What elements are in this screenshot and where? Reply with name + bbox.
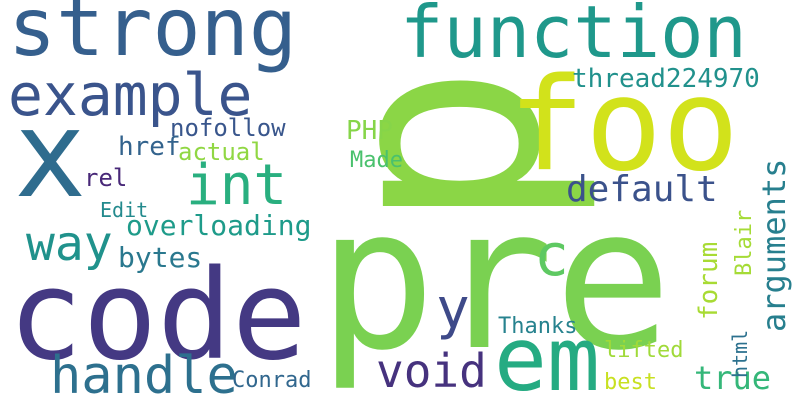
word-Made: Made [350, 148, 403, 173]
word-bytes: bytes [118, 241, 203, 274]
word-x: x [14, 86, 87, 225]
word-c: c [534, 221, 569, 289]
word-nofollow: nofollow [170, 114, 286, 142]
word-void: void [376, 344, 487, 398]
word-rel: rel [84, 164, 128, 192]
word-example: example [8, 61, 253, 129]
word-default: default [566, 169, 718, 210]
word-href: href [118, 132, 181, 162]
word-strong: strong [8, 0, 297, 74]
word-html: html [728, 329, 752, 378]
word-code: code [8, 244, 307, 388]
word-handle: handle [50, 346, 238, 400]
word-foo: foo [508, 51, 740, 200]
word-em: em [494, 308, 600, 400]
word-int: int [186, 153, 288, 218]
word-lifted: lifted [604, 338, 684, 363]
word-PHP: PHP [346, 116, 393, 146]
word-thread224970: thread224970 [572, 64, 760, 94]
word-actual: actual [178, 138, 265, 166]
word-y: y [436, 277, 470, 342]
word-overloading: overloading [126, 209, 312, 242]
word-arguments: arguments [755, 158, 793, 332]
word-Conrad: Conrad [232, 368, 312, 393]
word-way: way [26, 216, 113, 272]
word-Edit: Edit [100, 198, 149, 222]
word-function: function [400, 0, 747, 74]
word-Thanks: Thanks [498, 314, 578, 339]
word-best: best [604, 370, 657, 395]
word-true: true [694, 359, 772, 397]
word-forum: forum [694, 241, 724, 320]
word-pre: pre [318, 166, 673, 394]
word-Blair: Blair [732, 209, 757, 276]
